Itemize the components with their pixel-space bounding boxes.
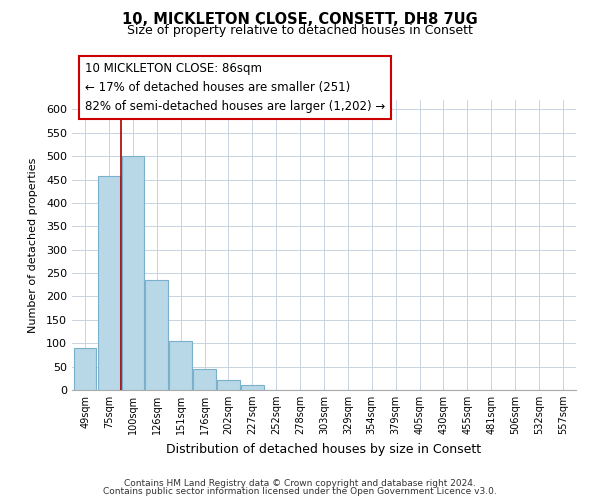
- Bar: [241, 386, 263, 390]
- Bar: [217, 380, 240, 390]
- Y-axis label: Number of detached properties: Number of detached properties: [28, 158, 38, 332]
- Text: Size of property relative to detached houses in Consett: Size of property relative to detached ho…: [127, 24, 473, 37]
- Bar: [193, 370, 216, 390]
- Bar: [122, 156, 144, 390]
- X-axis label: Distribution of detached houses by size in Consett: Distribution of detached houses by size …: [166, 442, 482, 456]
- Bar: [169, 341, 192, 390]
- Text: Contains HM Land Registry data © Crown copyright and database right 2024.: Contains HM Land Registry data © Crown c…: [124, 478, 476, 488]
- Bar: [145, 280, 168, 390]
- Bar: [98, 176, 121, 390]
- Text: 10 MICKLETON CLOSE: 86sqm
← 17% of detached houses are smaller (251)
82% of semi: 10 MICKLETON CLOSE: 86sqm ← 17% of detac…: [85, 62, 385, 114]
- Text: Contains public sector information licensed under the Open Government Licence v3: Contains public sector information licen…: [103, 487, 497, 496]
- Text: 10, MICKLETON CLOSE, CONSETT, DH8 7UG: 10, MICKLETON CLOSE, CONSETT, DH8 7UG: [122, 12, 478, 28]
- Bar: [74, 348, 97, 390]
